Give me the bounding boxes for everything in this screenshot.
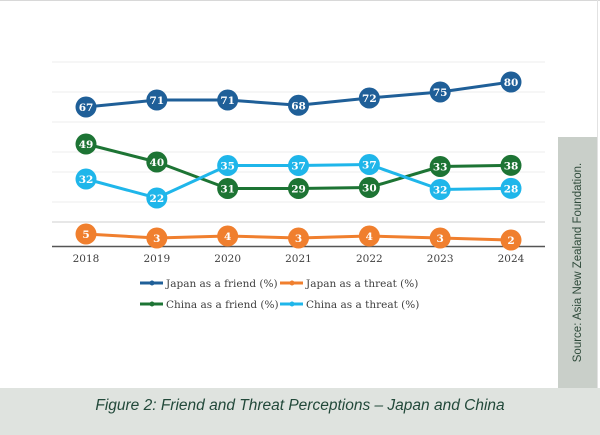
series-markers: 32 22 35 37 37 32 28 [75, 154, 522, 209]
data-point [217, 225, 239, 247]
data-label: 28 [504, 183, 519, 195]
data-point [146, 227, 168, 249]
legend-item: Japan as a threat (%) [280, 278, 418, 290]
data-point [429, 227, 451, 249]
legend-marker [149, 280, 155, 286]
data-label: 3 [437, 233, 444, 245]
data-label: 22 [150, 193, 165, 205]
data-label: 32 [79, 174, 94, 186]
data-point [217, 178, 239, 199]
right-rule [597, 0, 598, 388]
data-label: 37 [362, 160, 377, 172]
data-label: 31 [220, 184, 235, 196]
x-tick-label: 2021 [285, 253, 312, 265]
data-label: 30 [362, 183, 377, 195]
x-tick-label: 2024 [498, 253, 525, 265]
data-point [146, 151, 168, 173]
data-point [146, 187, 168, 209]
data-label: 80 [504, 77, 519, 89]
data-label: 68 [291, 100, 306, 112]
x-axis: 2018 2019 2020 2021 2022 2023 2024 [52, 245, 545, 265]
data-label: 4 [366, 231, 373, 243]
legend-label: Japan as a threat (%) [305, 278, 418, 290]
x-tick-label: 2019 [143, 253, 170, 265]
data-label: 71 [150, 95, 165, 107]
x-tick-label: 2022 [356, 253, 383, 265]
data-label: 37 [291, 161, 306, 173]
series-markers: 67 71 71 68 72 75 80 [75, 71, 522, 118]
data-point [358, 177, 380, 198]
data-point [500, 177, 522, 199]
series-markers: 49 40 31 29 30 33 38 [75, 133, 522, 199]
data-point [429, 81, 451, 103]
data-label: 72 [362, 93, 377, 105]
data-point [288, 178, 309, 199]
data-point [358, 154, 380, 175]
data-label: 3 [295, 233, 302, 245]
data-label: 2 [507, 235, 514, 247]
legend-item: Japan as a friend (%) [140, 278, 278, 290]
data-point [358, 225, 380, 247]
data-label: 4 [224, 231, 231, 243]
data-point [429, 179, 451, 200]
data-point [75, 96, 97, 118]
data-label: 71 [220, 95, 235, 107]
line-chart: 2018 2019 2020 2021 2022 2023 2024 5 3 4 3 4 3 26771… [52, 61, 545, 311]
caption-bar: Figure 2: Friend and Threat Perceptions … [0, 388, 600, 435]
legend-marker [289, 301, 295, 307]
data-point [75, 223, 97, 245]
data-label: 75 [433, 87, 448, 99]
data-label: 49 [79, 139, 94, 151]
data-label: 29 [291, 184, 306, 196]
data-label: 32 [433, 185, 448, 197]
source-sidebar: Source: Asia New Zealand Foundation. [558, 137, 597, 388]
figure-caption: Figure 2: Friend and Threat Perceptions … [95, 397, 505, 414]
legend-item: China as a threat (%) [280, 299, 419, 311]
data-point [288, 155, 309, 176]
data-point [288, 227, 309, 249]
series-markers: 5 3 4 3 4 3 2 [75, 223, 522, 251]
data-label: 38 [504, 160, 519, 172]
data-label: 67 [79, 102, 94, 114]
data-label: 40 [150, 157, 165, 169]
data-point [500, 154, 522, 176]
data-point [75, 168, 97, 190]
data-point [500, 229, 522, 251]
data-label: 3 [153, 233, 160, 245]
data-point [217, 155, 239, 176]
x-tick-label: 2020 [214, 253, 241, 265]
data-point [429, 156, 451, 177]
legend-label: China as a threat (%) [306, 299, 419, 311]
data-point [500, 71, 522, 93]
legend-label: Japan as a friend (%) [165, 278, 278, 290]
top-rule [0, 0, 600, 1]
data-point [217, 89, 239, 111]
data-label: 33 [433, 162, 448, 174]
data-point [288, 94, 309, 116]
data-label: 5 [82, 229, 89, 241]
legend: Japan as a friend (%) Japan as a threat (… [140, 278, 419, 311]
data-label: 35 [220, 161, 235, 173]
data-point [75, 133, 97, 155]
legend-label: China as a friend (%) [166, 299, 279, 311]
legend-marker [149, 301, 155, 307]
legend-marker [289, 280, 295, 286]
source-note: Source: Asia New Zealand Foundation. [571, 162, 584, 363]
x-tick-label: 2018 [73, 253, 100, 265]
data-point [146, 89, 168, 111]
data-point [358, 87, 380, 109]
legend-item: China as a friend (%) [140, 299, 279, 311]
x-tick-label: 2023 [427, 253, 454, 265]
